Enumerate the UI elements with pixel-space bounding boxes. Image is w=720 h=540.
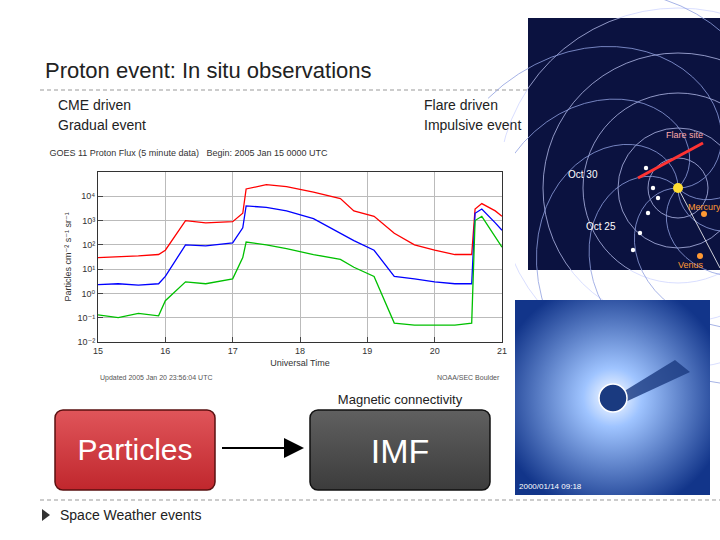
svg-text:Flare driven: Flare driven — [424, 97, 498, 113]
svg-text:10²: 10² — [82, 240, 95, 250]
svg-text:19: 19 — [362, 346, 372, 356]
svg-text:10⁰: 10⁰ — [82, 289, 96, 299]
svg-text:Universal Time: Universal Time — [270, 358, 330, 368]
svg-text:21: 21 — [497, 346, 507, 356]
svg-text:10³: 10³ — [82, 216, 95, 226]
svg-text:GOES 11 Proton Flux (5 minute: GOES 11 Proton Flux (5 minute data) Begi… — [50, 148, 328, 158]
svg-text:Particles cm⁻² s⁻¹ sr⁻¹: Particles cm⁻² s⁻¹ sr⁻¹ — [63, 212, 73, 301]
svg-text:Updated 2005 Jan 20 23:56:04 U: Updated 2005 Jan 20 23:56:04 UTC — [100, 374, 212, 382]
svg-text:Space Weather events: Space Weather events — [60, 507, 201, 523]
svg-text:15: 15 — [93, 346, 103, 356]
svg-text:16: 16 — [160, 346, 170, 356]
svg-text:10⁻²: 10⁻² — [77, 337, 95, 347]
svg-text:10¹: 10¹ — [82, 264, 95, 274]
svg-text:NOAA/SEC Boulder: NOAA/SEC Boulder — [437, 374, 500, 381]
svg-text:Magnetic connectivity: Magnetic connectivity — [338, 392, 463, 407]
svg-text:Mercury: Mercury — [688, 202, 720, 212]
svg-text:Oct 30: Oct 30 — [568, 169, 598, 180]
svg-text:Particles: Particles — [77, 433, 192, 466]
svg-text:20: 20 — [430, 346, 440, 356]
svg-text:Venus: Venus — [678, 260, 704, 270]
svg-text:18: 18 — [295, 346, 305, 356]
svg-text:CME driven: CME driven — [58, 97, 131, 113]
svg-text:IMF: IMF — [371, 432, 430, 470]
svg-text:10⁻¹: 10⁻¹ — [77, 313, 95, 323]
svg-text:Gradual event: Gradual event — [58, 117, 146, 133]
svg-text:17: 17 — [228, 346, 238, 356]
svg-text:Proton event: In situ observat: Proton event: In situ observations — [45, 58, 372, 83]
svg-text:Impulsive event: Impulsive event — [424, 117, 521, 133]
svg-text:Flare site: Flare site — [666, 130, 703, 140]
svg-text:Oct 25: Oct 25 — [586, 221, 616, 232]
svg-text:10⁴: 10⁴ — [81, 191, 95, 201]
svg-text:2000/01/14 09:18: 2000/01/14 09:18 — [519, 482, 582, 491]
